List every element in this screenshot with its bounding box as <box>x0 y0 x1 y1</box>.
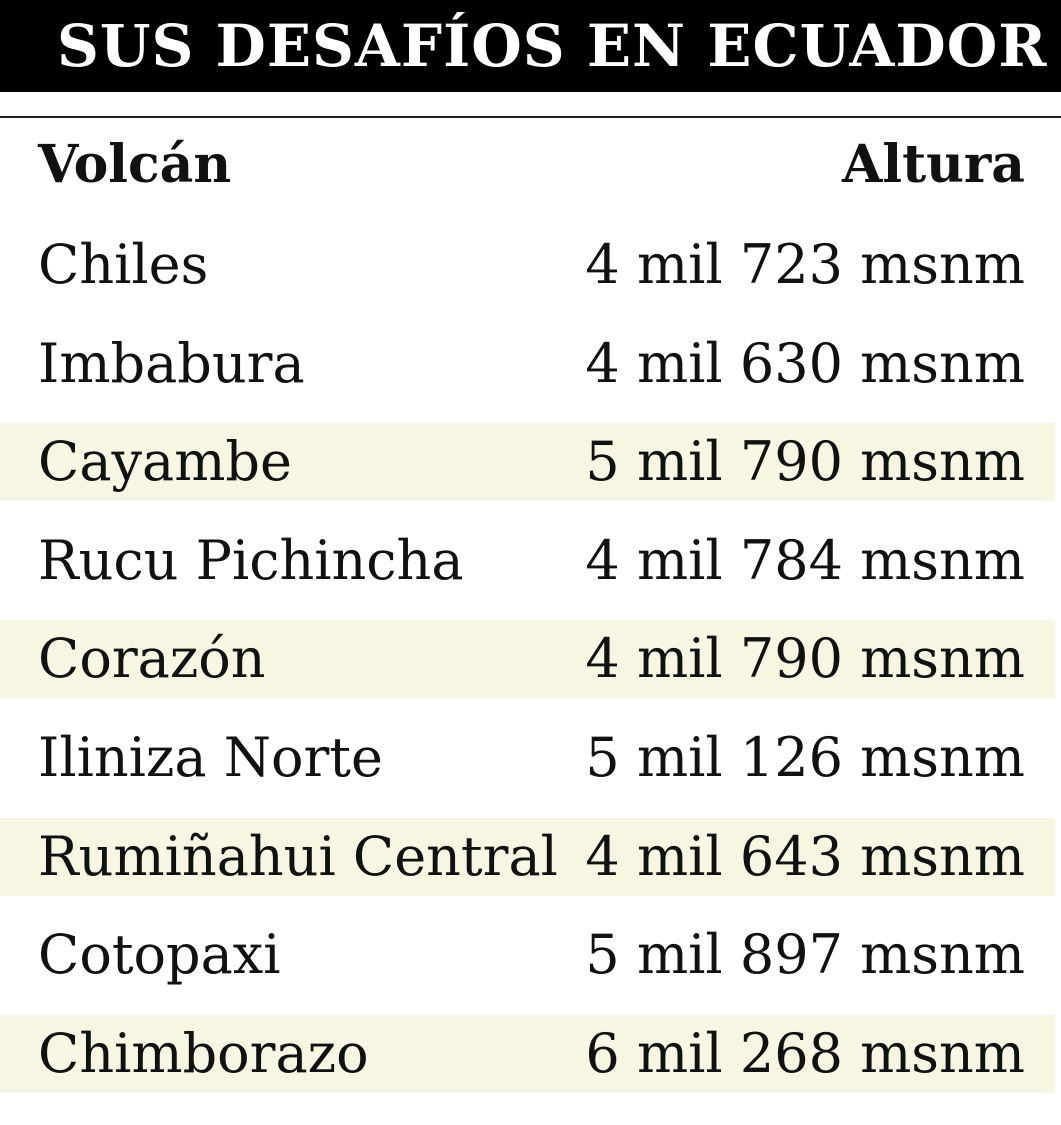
table-row: Rumiñahui Central 4 mil 643 msnm <box>0 817 1055 896</box>
table-row: Chiles 4 mil 723 msnm <box>0 226 1055 304</box>
altitude: 5 mil 126 msnm <box>585 726 1025 789</box>
volcano-name: Imbabura <box>38 331 305 395</box>
table-row: Cotopaxi 5 mil 897 msnm <box>0 916 1055 994</box>
altitude: 4 mil 630 msnm <box>585 331 1025 395</box>
column-header: Volcán <box>38 134 232 195</box>
header-row: Volcán Altura <box>0 126 1055 204</box>
table-row: Imbabura 4 mil 630 msnm <box>0 325 1055 403</box>
volcano-name: Iliniza Norte <box>38 726 383 789</box>
altitude: 4 mil 723 msnm <box>585 233 1025 296</box>
volcano-name: Corazón <box>38 627 266 691</box>
altitude: 5 mil 790 msnm <box>585 430 1025 494</box>
volcano-name: Rumiñahui Central <box>38 824 558 888</box>
altitude: 4 mil 790 msnm <box>585 627 1025 691</box>
volcano-name: Rucu Pichincha <box>38 528 464 592</box>
volcano-name: Chiles <box>38 233 209 296</box>
table-row: Chimborazo 6 mil 268 msnm <box>0 1014 1055 1093</box>
volcano-name: Chimborazo <box>38 1021 369 1085</box>
altitude: 5 mil 897 msnm <box>585 923 1025 987</box>
table-row: Corazón 4 mil 790 msnm <box>0 620 1055 699</box>
volcano-name: Cotopaxi <box>38 923 281 987</box>
volcano-name: Cayambe <box>38 430 292 494</box>
altitude: 6 mil 268 msnm <box>585 1021 1025 1085</box>
table-row: Rucu Pichincha 4 mil 784 msnm <box>0 522 1055 600</box>
divider <box>0 116 1061 118</box>
altitude: 4 mil 784 msnm <box>585 528 1025 592</box>
table-row: Cayambe 5 mil 790 msnm <box>0 423 1055 502</box>
altitude: 4 mil 643 msnm <box>585 824 1025 888</box>
column-header: Altura <box>841 134 1025 195</box>
title: SUS DESAFÍOS EN ECUADOR <box>0 0 1061 92</box>
table-row: Iliniza Norte 5 mil 126 msnm <box>0 719 1055 797</box>
